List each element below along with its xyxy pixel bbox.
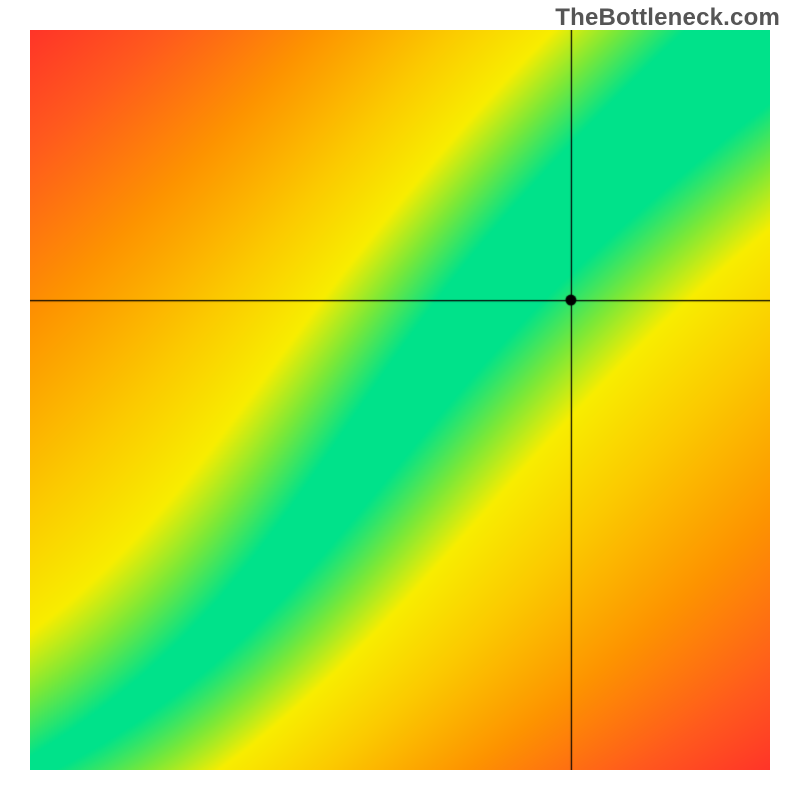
heatmap-canvas xyxy=(30,30,770,770)
bottleneck-heatmap xyxy=(30,30,770,770)
watermark-text: TheBottleneck.com xyxy=(555,4,780,32)
